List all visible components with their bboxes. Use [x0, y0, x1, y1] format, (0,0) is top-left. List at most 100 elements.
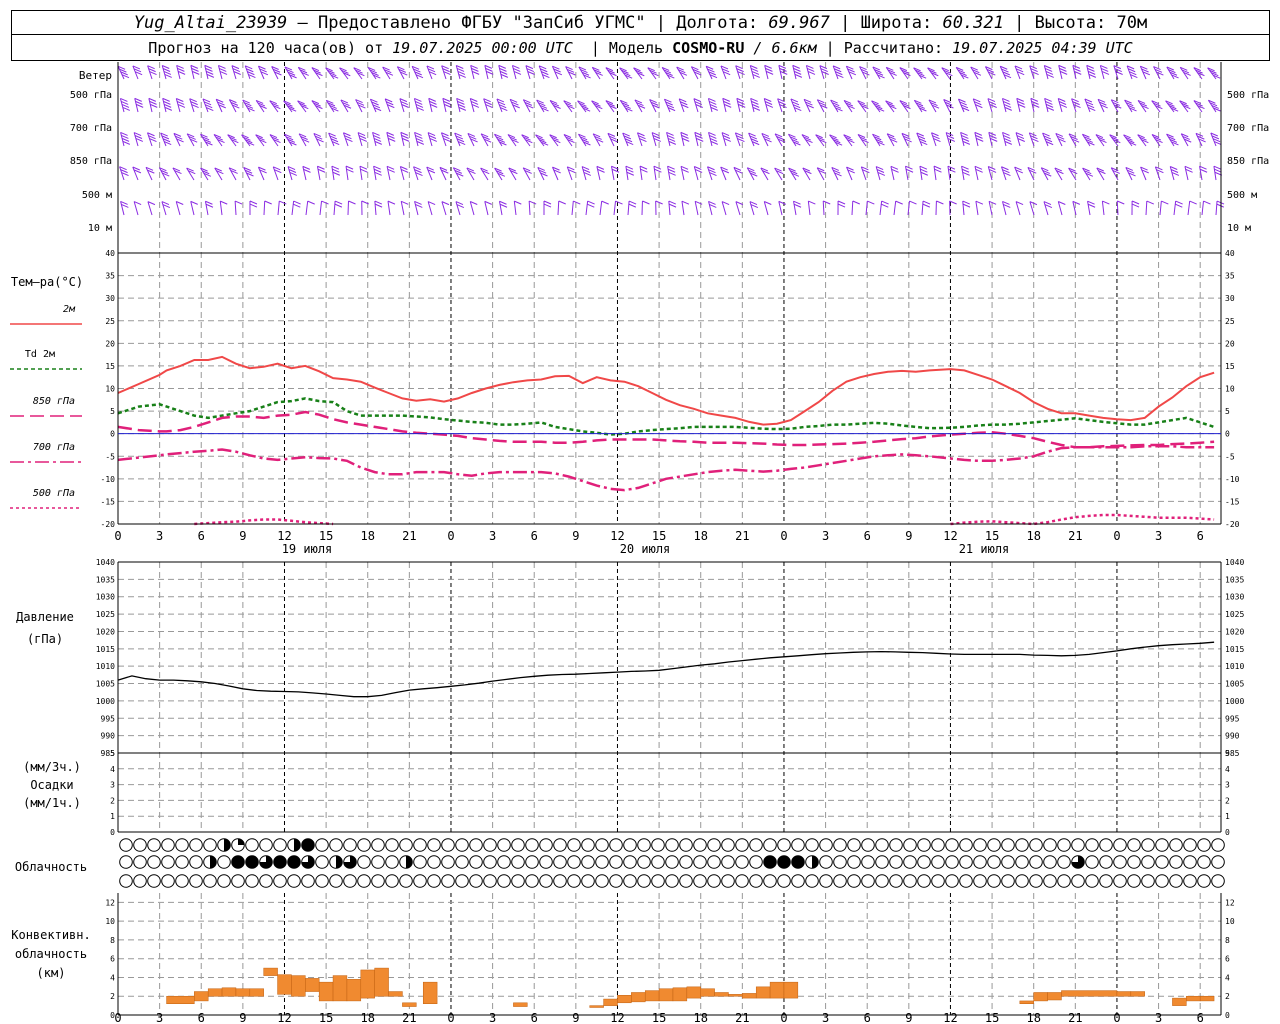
wind-barb-feather	[552, 65, 560, 70]
wind-barb-feather	[609, 135, 617, 140]
wind-barb-feather	[1097, 136, 1105, 141]
cloud-cover-symbol	[665, 838, 679, 852]
wind-barb	[525, 65, 531, 80]
wind-barb-feather	[512, 104, 520, 109]
wind-barb	[722, 98, 727, 113]
wind-barb-feather	[386, 165, 395, 170]
wind-barb	[498, 201, 503, 216]
wind-barb-feather	[875, 166, 884, 170]
wind-barb-feather	[1199, 168, 1208, 173]
x-tick-label-bottom: 15	[985, 1011, 999, 1024]
x-tick-label-bottom: 0	[114, 1011, 121, 1024]
wind-barb-feather	[284, 133, 292, 138]
wind-barb-feather	[1114, 68, 1122, 73]
cloud-cover-symbol	[1197, 838, 1211, 852]
x-tick-label: 9	[905, 529, 912, 543]
wind-barb-feather	[1181, 69, 1190, 74]
cloud-cover-symbol	[791, 855, 805, 869]
cloud-cover-symbol	[315, 838, 329, 852]
wind-barb-feather	[428, 97, 436, 102]
wind-barb-feather	[817, 167, 825, 172]
wind-barb-feather	[565, 66, 573, 70]
wind-barb-feather	[201, 136, 210, 141]
wind-barb-feather	[877, 141, 885, 146]
wind-barb-feather	[558, 200, 566, 205]
wind-barb-feather	[819, 65, 828, 70]
wind-barb-feather	[470, 138, 478, 143]
wind-barb-feather	[843, 99, 852, 104]
wind-barb	[943, 99, 951, 113]
wind-barb-feather	[458, 73, 466, 78]
wind-barb-feather	[401, 200, 409, 205]
temp-tick-label: -10	[1225, 475, 1240, 484]
wind-barb-feather	[164, 73, 172, 78]
wind-barb-feather	[903, 105, 911, 110]
wind-barb-feather	[497, 172, 506, 177]
wind-barb	[469, 98, 475, 113]
wind-barb-feather	[861, 105, 869, 110]
wind-barb	[793, 201, 797, 216]
wind-barb-feather	[232, 104, 240, 109]
wind-barb-feather	[593, 102, 601, 107]
wind-barb-feather	[949, 200, 957, 205]
wind-barb-feather	[750, 204, 759, 209]
wind-barb-feather	[511, 139, 519, 144]
wind-barb-feather	[1115, 71, 1123, 75]
wind-barb-feather	[161, 201, 170, 206]
wind-barb-feather	[694, 169, 703, 173]
wind-barb-feather	[695, 104, 703, 108]
cloud-cover-symbol	[1113, 874, 1127, 888]
wind-barb-feather	[374, 203, 383, 208]
wind-barb-feather	[592, 66, 600, 71]
wind-barb-feather	[1058, 64, 1066, 69]
wind-barb-feather	[470, 98, 478, 102]
cloud-cover-symbol	[777, 855, 791, 869]
wind-barb-feather	[594, 136, 602, 140]
wind-barb	[396, 66, 405, 80]
wind-barb	[373, 166, 377, 181]
wind-barb-feather	[273, 166, 281, 171]
wind-barb-feather	[886, 66, 894, 71]
wind-barb-feather	[1127, 139, 1135, 144]
cloud-cover-symbol	[497, 874, 511, 888]
cloud-cover-symbol	[245, 838, 259, 852]
wind-barb-feather	[903, 72, 911, 77]
wind-barb-feather	[615, 200, 623, 205]
pressure-line	[117, 641, 1215, 698]
wind-barb	[720, 65, 727, 80]
cloud-cover-symbol	[665, 855, 679, 869]
wind-barb-feather	[779, 67, 787, 72]
wind-barb	[190, 65, 195, 80]
wind-barb-feather	[962, 140, 971, 145]
wind-barb-feather	[288, 107, 297, 112]
wind-barb-feather	[385, 71, 394, 76]
wind-barb-feather	[1165, 100, 1173, 105]
wind-barb-feather	[788, 167, 796, 172]
wind-barb	[439, 167, 447, 181]
wind-barb-feather	[650, 101, 659, 106]
wind-barb-feather	[285, 102, 293, 107]
cloud-cover-symbol	[595, 855, 609, 869]
wind-barb-feather	[330, 74, 339, 79]
wind-barb-feather	[454, 169, 463, 174]
conv-cloud-bar	[1172, 997, 1187, 1006]
cloud-cover-fill	[238, 838, 245, 845]
cloud-cover-symbol	[357, 838, 371, 852]
cloud-cover-symbol	[665, 874, 679, 888]
wind-barb-feather	[721, 68, 730, 73]
wind-barb-feather	[1014, 65, 1023, 70]
conv-cloud-bar	[1033, 992, 1048, 1002]
x-tick-label: 9	[239, 529, 246, 543]
wind-barb-feather	[241, 134, 249, 139]
wind-barb	[832, 65, 839, 80]
wind-barb-feather	[176, 98, 184, 102]
cloud-cover-fill	[224, 838, 231, 852]
wind-barb	[790, 98, 797, 113]
cloud-cover-symbol	[301, 874, 315, 888]
wind-barb-feather	[801, 134, 810, 138]
wind-barb-feather	[415, 172, 423, 177]
wind-barb-feather	[442, 135, 450, 140]
wind-barb	[271, 66, 279, 80]
wind-barb-feather	[845, 136, 853, 141]
cloud-cover-symbol	[1155, 855, 1169, 869]
